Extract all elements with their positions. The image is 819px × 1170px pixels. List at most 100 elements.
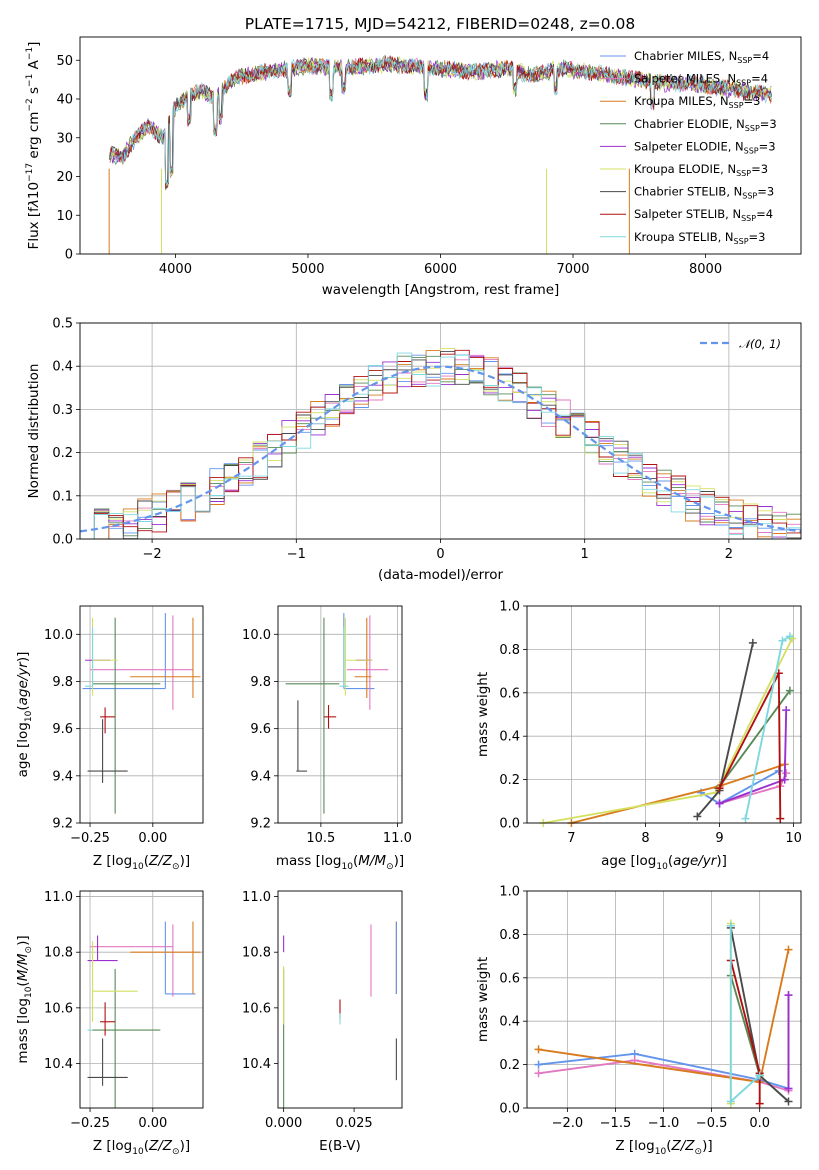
y-tick-label: 0.4 [52, 360, 73, 375]
weight-marker [776, 814, 785, 823]
legend-label: Kroupa ELODIE, NSSP=3 [634, 162, 768, 178]
y-tick-label: 9.6 [52, 722, 73, 737]
y-tick-label: 30 [56, 131, 73, 146]
x-axis-label: Z [log10(Z/Z⊙)] [93, 1138, 190, 1157]
y-tick-label: 9.2 [250, 817, 271, 832]
y-tick-label: 0.8 [499, 928, 520, 943]
y-tick-label: 50 [56, 54, 73, 69]
legend-val: =3 [744, 94, 761, 108]
weight-marker [782, 769, 791, 778]
z-weight-panel: −2.0 −1.5 −1.0 −0.5 0.0 0.0 0.2 0.4 0.6 0.8 1.0 mas… [475, 885, 802, 1157]
legend-sub: SSP [729, 101, 744, 110]
y-tick-label: 9.4 [52, 769, 73, 784]
weight-marker [534, 1069, 543, 1078]
legend-text: Salpeter STELIB, N [634, 207, 741, 221]
legend-text: Salpeter MILES, N [634, 72, 736, 86]
axes-frame [277, 605, 403, 824]
axes-frame [277, 890, 403, 1109]
y-tick-label: 10.0 [242, 628, 271, 643]
x-tick-label: −0.25 [70, 831, 110, 846]
x-tick-label: 0.000 [265, 1116, 302, 1131]
legend-sub: SSP [744, 146, 759, 155]
legend-val: =3 [751, 162, 768, 176]
x-tick-label: 0.025 [335, 1116, 372, 1131]
weight-marker [715, 784, 724, 793]
axes-frame [79, 36, 802, 255]
weight-marker [755, 1071, 764, 1080]
y-tick-label: 9.8 [52, 675, 73, 690]
y-tick-label: 11.0 [44, 890, 73, 905]
legend-val: =4 [752, 49, 769, 63]
weight-marker [755, 1099, 764, 1108]
y-axis-label: Flux [fλ10−17 erg cm−2 s−1 A−1] [25, 42, 42, 250]
x-tick-label: 8000 [689, 262, 722, 277]
x-tick-label: 9 [715, 831, 723, 846]
errorbar-group [283, 921, 397, 1108]
weight-series [543, 638, 793, 824]
legend-label: Chabrier MILES, NSSP=4 [634, 49, 769, 65]
y-axis-label: mass [log10(M/M⊙)] [15, 935, 34, 1063]
x-tick-label: 8 [641, 831, 649, 846]
axes-frame [526, 890, 802, 1109]
y-tick-label: 10.0 [44, 628, 73, 643]
legend-text: Chabrier ELODIE, N [634, 117, 745, 131]
weight-series [717, 690, 791, 789]
x-tick-label: 11.0 [383, 831, 412, 846]
legend-sub: SSP [745, 124, 760, 133]
legend-val: =4 [751, 72, 768, 86]
errorbar-group [82, 613, 201, 814]
x-axis-label: Z [log10(Z/Z⊙)] [93, 853, 190, 872]
y-tick-label: 0.1 [52, 489, 73, 504]
x-tick-label: 0.00 [138, 831, 167, 846]
spectrum-series [110, 54, 772, 187]
y-tick-label: 9.8 [250, 675, 271, 690]
legend-sub: SSP [742, 192, 757, 201]
axes-frame [526, 605, 802, 824]
x-tick-label: 7000 [556, 262, 589, 277]
legend-label: Kroupa MILES, NSSP=3 [634, 94, 760, 110]
x-tick-label: −1 [287, 547, 306, 562]
y-tick-label: 11.0 [242, 890, 271, 905]
y-tick-label: 1.0 [499, 885, 520, 900]
legend-sub: SSP [741, 214, 756, 223]
y-tick-label: 0.0 [499, 1102, 520, 1117]
legend-text: Salpeter ELODIE, N [634, 139, 744, 153]
legend-sub: SSP [736, 169, 751, 178]
legend-val: =3 [757, 185, 774, 199]
legend-label: Chabrier STELIB, NSSP=3 [634, 185, 774, 201]
weight-marker [784, 991, 793, 1000]
x-axis-label: age [log10(age/yr)] [601, 853, 727, 872]
y-tick-label: 0.2 [499, 1058, 520, 1073]
x-tick-label: −1.0 [648, 1116, 680, 1131]
y-tick-label: 0.3 [52, 403, 73, 418]
legend-val: =3 [759, 139, 776, 153]
y-tick-label: 10 [56, 209, 73, 224]
x-tick-label: 1 [581, 547, 589, 562]
y-tick-label: 0.5 [52, 317, 73, 332]
x-tick-label: 6000 [424, 262, 457, 277]
errorbar-group [285, 613, 389, 814]
y-tick-label: 0.4 [499, 1015, 520, 1030]
weight-marker [784, 945, 793, 954]
axes-frame [79, 322, 802, 540]
y-tick-label: 10.8 [44, 946, 73, 961]
spectrum-series [109, 55, 772, 189]
x-tick-label: 10 [785, 831, 802, 846]
y-tick-label: 10.8 [242, 946, 271, 961]
x-tick-label: −2.0 [552, 1116, 584, 1131]
y-tick-label: 0.8 [499, 643, 520, 658]
legend-sub: SSP [734, 237, 749, 246]
y-tick-label: 9.6 [250, 722, 271, 737]
legend-val: =3 [749, 230, 766, 244]
x-tick-label: 0 [436, 547, 444, 562]
weight-marker [726, 921, 735, 930]
x-tick-label: 7 [567, 831, 575, 846]
weight-marker [784, 1084, 793, 1093]
z-age-panel: −0.25 0.00 9.2 9.4 9.6 9.8 10.0 Z [log10(Z/Z⊙)]… [15, 605, 204, 872]
z-mass-panel: −0.25 0.00 10.4 10.6 10.8 11.0 Z [log10(Z/Z⊙)]… [15, 890, 204, 1157]
x-tick-label: −0.5 [696, 1116, 728, 1131]
x-axis-label: wavelength [Angstrom, rest frame] [322, 282, 560, 298]
legend-val: =3 [760, 117, 777, 131]
legend-sub: SSP [736, 79, 751, 88]
x-tick-label: −2 [143, 547, 162, 562]
